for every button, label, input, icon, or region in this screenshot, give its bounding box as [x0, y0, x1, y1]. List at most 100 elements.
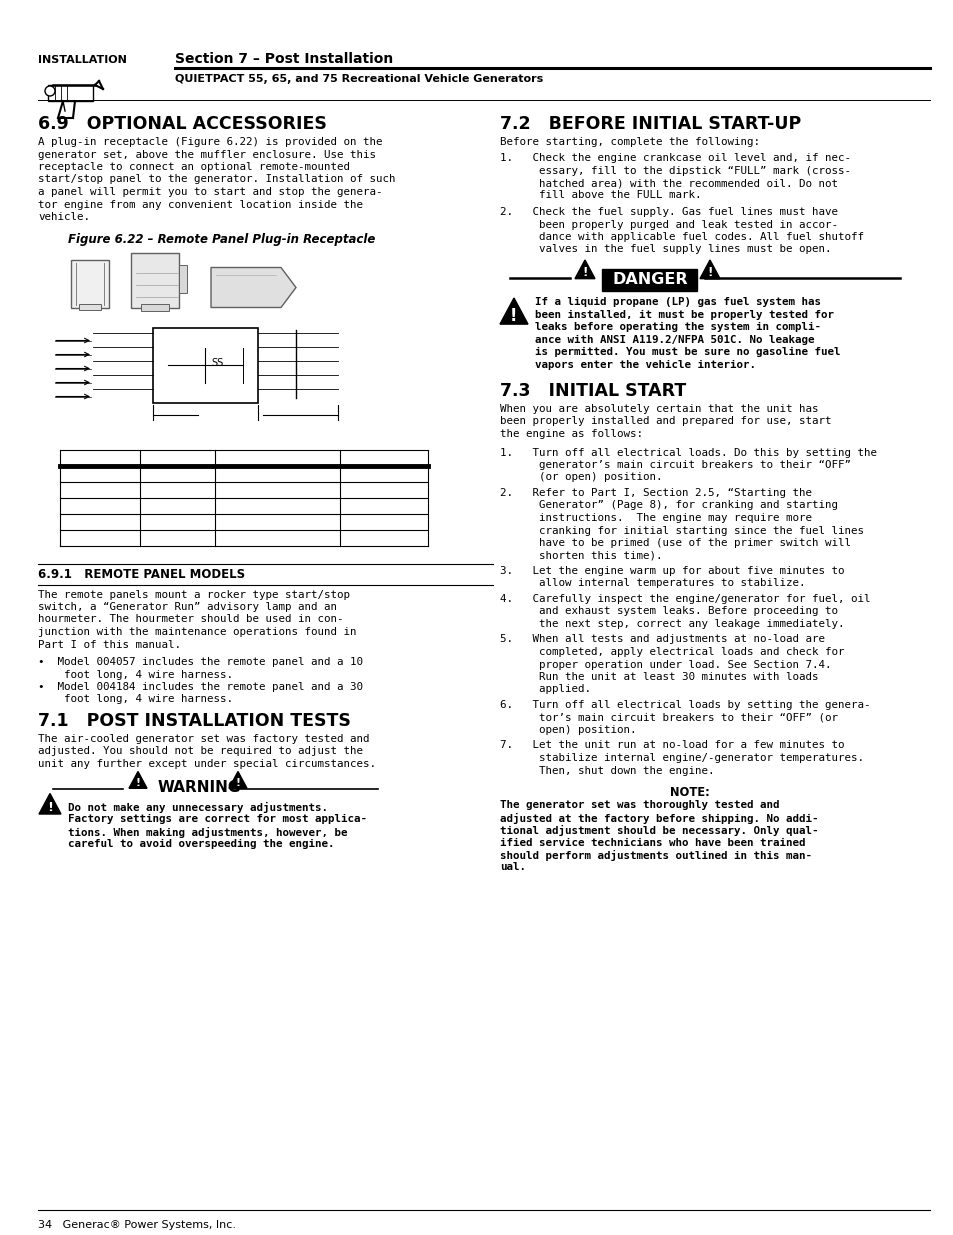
Text: (or open) position.: (or open) position.: [499, 473, 661, 483]
Text: ual.: ual.: [499, 862, 525, 872]
Text: WARNING: WARNING: [158, 781, 241, 795]
Text: proper operation under load. See Section 7.4.: proper operation under load. See Section…: [499, 659, 831, 669]
Text: The generator set was thoroughly tested and: The generator set was thoroughly tested …: [499, 800, 779, 810]
Bar: [601, 269, 697, 291]
Text: Generator” (Page 8), for cranking and starting: Generator” (Page 8), for cranking and st…: [499, 500, 837, 510]
Text: tor’s main circuit breakers to their “OFF” (or: tor’s main circuit breakers to their “OF…: [499, 713, 837, 722]
Text: receptacle to connect an optional remote-mounted: receptacle to connect an optional remote…: [38, 162, 350, 172]
Text: 2.   Refer to Part I, Section 2.5, “Starting the: 2. Refer to Part I, Section 2.5, “Starti…: [499, 488, 811, 498]
Text: vehicle.: vehicle.: [38, 212, 90, 222]
Text: applied.: applied.: [499, 684, 590, 694]
Text: 7.2   BEFORE INITIAL START-UP: 7.2 BEFORE INITIAL START-UP: [499, 115, 801, 133]
Text: been installed, it must be properly tested for: been installed, it must be properly test…: [535, 310, 833, 320]
Text: 7.3   INITIAL START: 7.3 INITIAL START: [499, 382, 685, 400]
Text: hourmeter. The hourmeter should be used in con-: hourmeter. The hourmeter should be used …: [38, 615, 343, 625]
Text: a panel will permit you to start and stop the genera-: a panel will permit you to start and sto…: [38, 186, 382, 198]
Polygon shape: [229, 772, 247, 788]
Text: The remote panels mount a rocker type start/stop: The remote panels mount a rocker type st…: [38, 589, 350, 599]
Text: Before starting, complete the following:: Before starting, complete the following:: [499, 137, 760, 147]
Text: 5.   When all tests and adjustments at no-load are: 5. When all tests and adjustments at no-…: [499, 635, 824, 645]
Text: DANGER: DANGER: [612, 273, 687, 288]
Text: QUIETPACT 55, 65, and 75 Recreational Vehicle Generators: QUIETPACT 55, 65, and 75 Recreational Ve…: [174, 74, 542, 84]
Text: 7.1   POST INSTALLATION TESTS: 7.1 POST INSTALLATION TESTS: [38, 713, 351, 730]
Text: 4.   Carefully inspect the engine/generator for fuel, oil: 4. Carefully inspect the engine/generato…: [499, 594, 869, 604]
Bar: [141, 304, 169, 310]
Text: stabilize internal engine/-generator temperatures.: stabilize internal engine/-generator tem…: [499, 753, 863, 763]
Bar: [48, 85, 92, 101]
Text: 1.   Check the engine crankcase oil level and, if nec-: 1. Check the engine crankcase oil level …: [499, 153, 850, 163]
Text: leaks before operating the system in compli-: leaks before operating the system in com…: [535, 322, 821, 332]
Circle shape: [45, 86, 55, 96]
Polygon shape: [700, 261, 720, 279]
Text: essary, fill to the dipstick “FULL” mark (cross-: essary, fill to the dipstick “FULL” mark…: [499, 165, 850, 175]
Text: Figure 6.22 – Remote Panel Plug-in Receptacle: Figure 6.22 – Remote Panel Plug-in Recep…: [68, 232, 375, 246]
Text: tional adjustment should be necessary. Only qual-: tional adjustment should be necessary. O…: [499, 825, 818, 836]
Text: !: !: [706, 266, 712, 279]
Text: generator’s main circuit breakers to their “OFF”: generator’s main circuit breakers to the…: [499, 459, 850, 471]
Text: •  Model 004184 includes the remote panel and a 30: • Model 004184 includes the remote panel…: [38, 682, 363, 692]
Text: cranking for initial starting since the fuel lines: cranking for initial starting since the …: [499, 526, 863, 536]
Text: foot long, 4 wire harness.: foot long, 4 wire harness.: [38, 694, 233, 704]
Text: !: !: [581, 266, 587, 279]
Text: completed, apply electrical loads and check for: completed, apply electrical loads and ch…: [499, 647, 843, 657]
Text: adjusted at the factory before shipping. No addi-: adjusted at the factory before shipping.…: [499, 813, 818, 824]
Text: A plug-in receptacle (Figure 6.22) is provided on the: A plug-in receptacle (Figure 6.22) is pr…: [38, 137, 382, 147]
Text: instructions.  The engine may require more: instructions. The engine may require mor…: [499, 513, 811, 522]
Text: and exhaust system leaks. Before proceeding to: and exhaust system leaks. Before proceed…: [499, 606, 837, 616]
Text: allow internal temperatures to stabilize.: allow internal temperatures to stabilize…: [499, 578, 804, 589]
Text: Then, shut down the engine.: Then, shut down the engine.: [499, 766, 714, 776]
Polygon shape: [575, 261, 595, 279]
Text: 6.   Turn off all electrical loads by setting the genera-: 6. Turn off all electrical loads by sett…: [499, 700, 869, 710]
Text: 6.9   OPTIONAL ACCESSORIES: 6.9 OPTIONAL ACCESSORIES: [38, 115, 327, 133]
Text: foot long, 4 wire harness.: foot long, 4 wire harness.: [38, 669, 233, 679]
Text: unit any further except under special circumstances.: unit any further except under special ci…: [38, 760, 375, 769]
Text: Section 7 – Post Installation: Section 7 – Post Installation: [174, 52, 393, 65]
Text: •  Model 004057 includes the remote panel and a 10: • Model 004057 includes the remote panel…: [38, 657, 363, 667]
Text: INSTALLATION: INSTALLATION: [38, 56, 127, 65]
Polygon shape: [39, 794, 61, 814]
Text: NOTE:: NOTE:: [669, 785, 709, 799]
Text: !: !: [235, 778, 240, 788]
Polygon shape: [211, 268, 295, 308]
Text: fill above the FULL mark.: fill above the FULL mark.: [499, 190, 700, 200]
Text: dance with applicable fuel codes. All fuel shutoff: dance with applicable fuel codes. All fu…: [499, 232, 863, 242]
Text: start/stop panel to the generator. Installation of such: start/stop panel to the generator. Insta…: [38, 174, 395, 184]
Text: 2.   Check the fuel supply. Gas fuel lines must have: 2. Check the fuel supply. Gas fuel lines…: [499, 207, 837, 217]
Text: tor engine from any convenient location inside the: tor engine from any convenient location …: [38, 200, 363, 210]
Text: is permitted. You must be sure no gasoline fuel: is permitted. You must be sure no gasoli…: [535, 347, 840, 357]
Text: Run the unit at least 30 minutes with loads: Run the unit at least 30 minutes with lo…: [499, 672, 818, 682]
Text: 3.   Let the engine warm up for about five minutes to: 3. Let the engine warm up for about five…: [499, 566, 843, 576]
Bar: [152, 327, 257, 403]
Bar: [131, 252, 179, 308]
Text: Factory settings are correct for most applica-: Factory settings are correct for most ap…: [68, 814, 367, 824]
Text: 7.   Let the unit run at no-load for a few minutes to: 7. Let the unit run at no-load for a few…: [499, 741, 843, 751]
Text: !: !: [135, 778, 140, 788]
Text: open) position.: open) position.: [499, 725, 636, 735]
Text: SS: SS: [211, 357, 223, 368]
Text: tions. When making adjustments, however, be: tions. When making adjustments, however,…: [68, 826, 347, 837]
Text: !: !: [510, 306, 517, 325]
Text: adjusted. You should not be required to adjust the: adjusted. You should not be required to …: [38, 746, 363, 757]
Text: been properly purged and leak tested in accor-: been properly purged and leak tested in …: [499, 220, 837, 230]
Text: vapors enter the vehicle interior.: vapors enter the vehicle interior.: [535, 359, 755, 369]
Text: When you are absolutely certain that the unit has: When you are absolutely certain that the…: [499, 404, 818, 414]
Text: switch, a “Generator Run” advisory lamp and an: switch, a “Generator Run” advisory lamp …: [38, 601, 336, 613]
Text: Do not make any unnecessary adjustments.: Do not make any unnecessary adjustments.: [68, 802, 328, 813]
Text: should perform adjustments outlined in this man-: should perform adjustments outlined in t…: [499, 850, 811, 861]
Text: 1.   Turn off all electrical loads. Do this by setting the: 1. Turn off all electrical loads. Do thi…: [499, 447, 876, 457]
Text: have to be primed (use of the primer switch will: have to be primed (use of the primer swi…: [499, 538, 850, 548]
Text: ified service technicians who have been trained: ified service technicians who have been …: [499, 837, 804, 847]
Polygon shape: [499, 298, 527, 324]
Polygon shape: [129, 772, 147, 788]
Text: the engine as follows:: the engine as follows:: [499, 429, 642, 438]
Text: The air-cooled generator set was factory tested and: The air-cooled generator set was factory…: [38, 734, 369, 743]
Text: the next step, correct any leakage immediately.: the next step, correct any leakage immed…: [499, 619, 843, 629]
Text: shorten this time).: shorten this time).: [499, 551, 661, 561]
Text: If a liquid propane (LP) gas fuel system has: If a liquid propane (LP) gas fuel system…: [535, 296, 821, 308]
Text: hatched area) with the recommended oil. Do not: hatched area) with the recommended oil. …: [499, 178, 837, 188]
Text: generator set, above the muffler enclosure. Use this: generator set, above the muffler enclosu…: [38, 149, 375, 159]
Text: Part I of this manual.: Part I of this manual.: [38, 640, 181, 650]
Text: 34   Generac® Power Systems, Inc.: 34 Generac® Power Systems, Inc.: [38, 1220, 235, 1230]
Bar: [71, 259, 109, 308]
Text: valves in the fuel supply lines must be open.: valves in the fuel supply lines must be …: [499, 245, 831, 254]
